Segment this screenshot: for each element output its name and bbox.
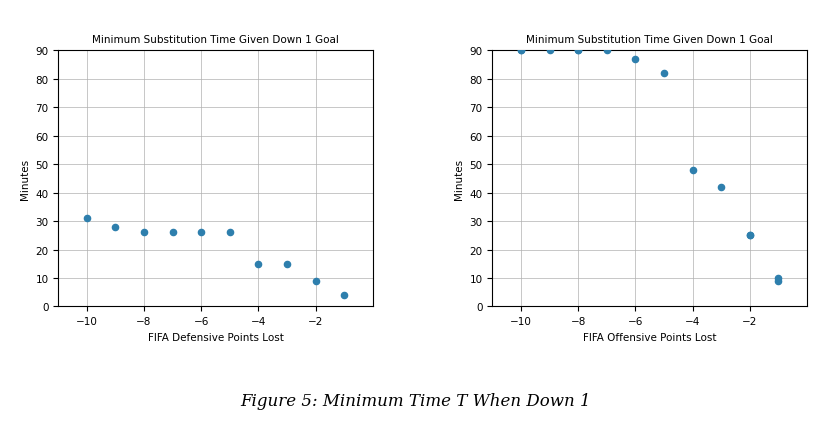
Point <box>772 275 785 282</box>
Y-axis label: Minutes: Minutes <box>20 158 30 199</box>
Point <box>743 232 756 239</box>
Point <box>137 230 151 236</box>
Y-axis label: Minutes: Minutes <box>454 158 464 199</box>
Point <box>743 232 756 239</box>
Point <box>166 230 180 236</box>
Title: Minimum Substitution Time Given Down 1 Goal: Minimum Substitution Time Given Down 1 G… <box>92 35 339 45</box>
Point <box>280 261 294 268</box>
Point <box>657 70 671 77</box>
Text: Figure 5: Minimum Time T When Down 1: Figure 5: Minimum Time T When Down 1 <box>240 392 592 409</box>
Point <box>629 56 642 63</box>
Point <box>109 224 122 230</box>
Point <box>514 48 527 55</box>
Point <box>572 48 585 55</box>
Point <box>223 230 236 236</box>
Point <box>686 167 699 174</box>
Point <box>252 261 265 268</box>
Point <box>572 48 585 55</box>
X-axis label: FIFA Offensive Points Lost: FIFA Offensive Points Lost <box>583 332 716 342</box>
Point <box>600 48 613 55</box>
Title: Minimum Substitution Time Given Down 1 Goal: Minimum Substitution Time Given Down 1 G… <box>527 35 773 45</box>
Point <box>195 230 208 236</box>
Point <box>514 48 527 55</box>
Point <box>543 48 557 55</box>
Point <box>772 278 785 285</box>
Point <box>80 215 93 222</box>
Point <box>715 184 728 191</box>
Point <box>338 292 351 299</box>
X-axis label: FIFA Defensive Points Lost: FIFA Defensive Points Lost <box>147 332 284 342</box>
Point <box>309 278 322 285</box>
